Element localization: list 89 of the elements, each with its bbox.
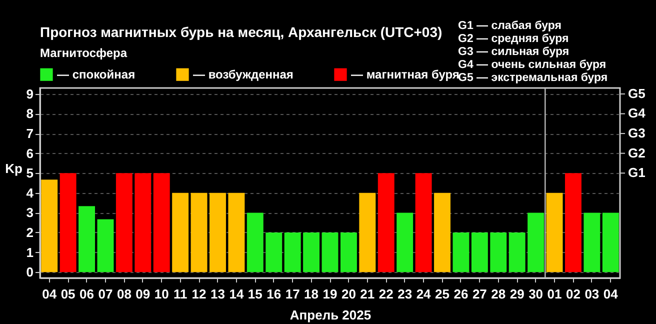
bar	[172, 192, 189, 272]
x-tick-label: 21	[360, 286, 375, 302]
text: G1 — слабая буря	[458, 20, 562, 32]
bar	[153, 173, 170, 272]
bar	[564, 173, 582, 272]
x-tick-label: 26	[454, 286, 468, 302]
bar	[284, 232, 301, 272]
bar	[602, 212, 619, 272]
x-tick-label: 28	[491, 286, 506, 302]
bar	[471, 232, 488, 272]
x-tick-label: 25	[435, 286, 450, 302]
x-tick-label: 23	[398, 286, 412, 302]
bar	[303, 232, 320, 272]
bar	[210, 192, 226, 272]
bar	[134, 173, 152, 272]
bar	[452, 232, 470, 272]
legend-label: — спокойная	[57, 68, 136, 82]
x-tick-label: 11	[173, 286, 188, 302]
legend-title: Магнитосфера	[40, 46, 128, 60]
bar	[97, 219, 114, 272]
bar	[246, 212, 264, 272]
legend-label: — магнитная буря	[351, 68, 460, 82]
x-axis-title: Апрель 2025	[290, 308, 372, 322]
y-tick-label: 0	[26, 264, 34, 280]
x-tick-label: 03	[584, 286, 600, 302]
x-tick-label: 04	[42, 286, 58, 302]
bar	[228, 192, 245, 272]
x-tick-label: 06	[80, 286, 94, 302]
ref-line-label: G2	[628, 145, 646, 160]
x-tick-label: 10	[154, 286, 169, 302]
x-tick-label: 05	[60, 286, 76, 302]
bar	[359, 192, 376, 272]
bar	[415, 173, 432, 272]
bar	[528, 212, 544, 272]
x-tick-label: 29	[510, 286, 524, 302]
text: G4 — очень сильная буря	[458, 59, 606, 71]
x-tick-label: 19	[322, 286, 338, 302]
text: G5 — экстремальная буря	[458, 72, 608, 84]
bar	[41, 180, 58, 272]
x-tick-label: 02	[566, 286, 580, 302]
bar	[116, 173, 132, 272]
x-tick-label: 15	[248, 286, 262, 302]
x-tick-label: 24	[416, 286, 432, 302]
x-tick-label: 17	[285, 286, 300, 302]
x-tick-label: 07	[98, 286, 113, 302]
bar	[508, 232, 526, 272]
x-tick-label: 12	[192, 286, 206, 302]
text: G2 — средняя буря	[458, 33, 569, 45]
text: G3 — сильная буря	[458, 46, 570, 58]
bar	[490, 232, 507, 272]
chart-title: Прогноз магнитных бурь на месяц, Архангельск (UTC+03)	[40, 24, 442, 40]
y-tick-label: 9	[26, 86, 34, 102]
bar	[266, 232, 282, 272]
x-tick-label: 08	[116, 286, 132, 302]
x-tick-label: 14	[229, 286, 244, 302]
bar	[60, 173, 76, 272]
ref-line-label: G4	[628, 106, 646, 121]
x-tick-label: 22	[378, 286, 394, 302]
legend-label: — возбужденная	[193, 68, 294, 82]
bar	[340, 232, 357, 272]
y-tick-label: 7	[26, 126, 34, 142]
x-tick-label: 13	[210, 286, 225, 302]
bar	[546, 192, 563, 272]
y-tick-label: 6	[26, 146, 34, 161]
x-tick-label: 30	[528, 286, 544, 302]
x-tick-label: 01	[547, 286, 562, 302]
x-tick-label: 20	[341, 286, 356, 302]
bar	[434, 192, 450, 272]
x-tick-label: 18	[304, 286, 319, 302]
bar	[584, 212, 600, 272]
ref-line-label: G3	[628, 126, 646, 141]
y-tick-label: 5	[26, 166, 34, 181]
bar	[322, 232, 338, 272]
y-tick-label: 2	[26, 224, 34, 240]
bar	[78, 206, 96, 272]
bar	[378, 173, 394, 272]
x-tick-label: 09	[136, 286, 150, 302]
ref-line-label: G1	[628, 165, 646, 180]
y-tick-label: 3	[26, 205, 34, 220]
bar	[396, 212, 414, 272]
bar	[190, 192, 208, 272]
ref-line-label: G5	[628, 86, 646, 101]
x-tick-label: 16	[266, 286, 282, 302]
y-axis-title: Kp	[5, 160, 23, 176]
y-tick-label: 8	[26, 106, 34, 122]
y-tick-label: 1	[26, 244, 34, 260]
x-tick-label: 04	[603, 286, 619, 302]
x-tick-label: 27	[472, 286, 487, 302]
y-tick-label: 4	[26, 185, 34, 200]
